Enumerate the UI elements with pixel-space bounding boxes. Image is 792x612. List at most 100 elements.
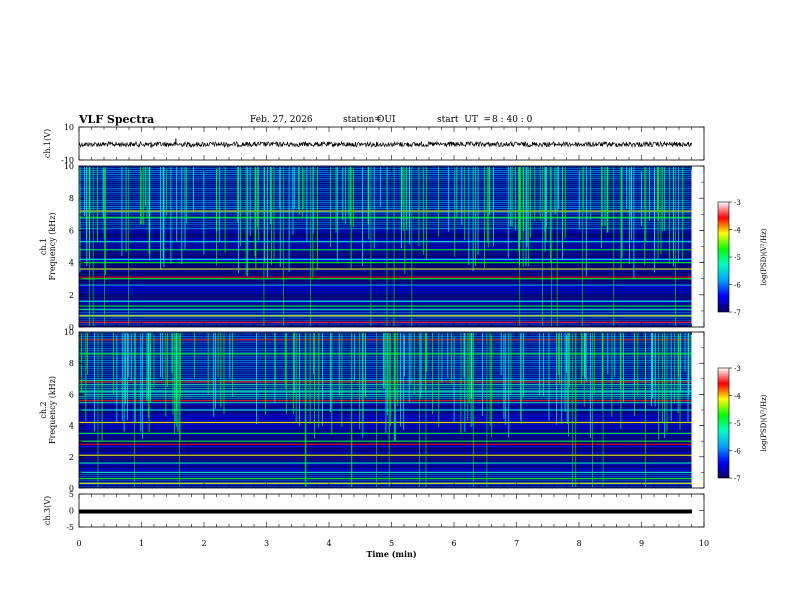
ch3-waveform-panel bbox=[78, 493, 705, 528]
spec-row bbox=[79, 266, 692, 268]
spec-band-12 bbox=[79, 241, 692, 243]
spec-band-7 bbox=[79, 276, 692, 278]
colorbar-tick-label-2-4: -7 bbox=[734, 475, 741, 483]
colorbar-label-2: log(PSD)(V²/Hz) bbox=[760, 394, 768, 451]
spec-row bbox=[79, 172, 692, 174]
spec-row bbox=[79, 360, 692, 362]
x-tick-label-5: 5 bbox=[389, 539, 394, 548]
spec-row bbox=[79, 380, 692, 382]
spec-row bbox=[79, 370, 692, 372]
spec-row bbox=[79, 372, 692, 374]
spec-row bbox=[79, 226, 692, 228]
spec-row bbox=[79, 176, 692, 178]
spec-row bbox=[79, 300, 692, 302]
spec-row bbox=[79, 280, 692, 282]
ch3-waveform-line bbox=[79, 509, 692, 514]
spec-row bbox=[79, 340, 692, 342]
y-tick-label-2-1: 2 bbox=[69, 453, 74, 462]
spec-row bbox=[79, 238, 692, 240]
colorbar-label-1: log(PSD)(V²/Hz) bbox=[760, 228, 768, 285]
figure-title: VLF Spectra bbox=[79, 113, 155, 126]
spec-row bbox=[79, 270, 692, 272]
spec-row bbox=[79, 242, 692, 244]
spec-row bbox=[79, 402, 692, 404]
spec-row bbox=[79, 202, 692, 204]
spec-row bbox=[79, 288, 692, 290]
colorbar-tick-label-1-1: -4 bbox=[734, 227, 741, 235]
spec-row bbox=[79, 320, 692, 322]
ch1-waveform-line bbox=[78, 140, 692, 149]
spec-band-6 bbox=[79, 278, 692, 280]
spec-band-4 bbox=[79, 454, 692, 456]
y-tick-label-1-5: 10 bbox=[64, 162, 74, 171]
spec-row bbox=[79, 310, 692, 312]
spec-row bbox=[79, 458, 692, 460]
spec-row bbox=[79, 334, 692, 336]
spec-band-11 bbox=[79, 390, 692, 392]
y-tick-label-1-2: 4 bbox=[69, 259, 74, 268]
spec-row bbox=[79, 386, 692, 388]
spec-row bbox=[79, 240, 692, 242]
spec-band-0 bbox=[79, 482, 692, 484]
y-tick-label-1-3: 6 bbox=[69, 226, 74, 235]
spec-row bbox=[79, 308, 692, 310]
spec-row bbox=[79, 356, 692, 358]
spec-row bbox=[79, 236, 692, 238]
spec-row bbox=[79, 178, 692, 180]
spec-row bbox=[79, 290, 692, 292]
spec-row bbox=[79, 390, 692, 392]
spec-row bbox=[79, 408, 692, 410]
spec-row bbox=[79, 342, 692, 344]
spec-row bbox=[79, 206, 692, 208]
x-tick-label-2: 2 bbox=[201, 539, 206, 548]
spec-row bbox=[79, 338, 692, 340]
spec-row bbox=[79, 196, 692, 198]
spec-band-5 bbox=[79, 284, 692, 286]
spec-row bbox=[79, 354, 692, 356]
spec-row bbox=[79, 450, 692, 452]
spec-row bbox=[79, 296, 692, 298]
spec-row bbox=[79, 222, 692, 224]
colorbar-tick-label-1-2: -5 bbox=[734, 254, 741, 262]
spec-row bbox=[79, 312, 692, 314]
spec-row bbox=[79, 346, 692, 348]
spec-row bbox=[79, 446, 692, 448]
spec-row bbox=[79, 436, 692, 438]
spec-row bbox=[79, 432, 692, 434]
spec-band-11 bbox=[79, 249, 692, 251]
spec-row bbox=[79, 376, 692, 378]
spec-row bbox=[79, 314, 692, 316]
spec-row bbox=[79, 260, 692, 262]
spec-row bbox=[79, 274, 692, 276]
spec-row bbox=[79, 460, 692, 462]
spec-row bbox=[79, 246, 692, 248]
spec-row bbox=[79, 318, 692, 320]
spec-row bbox=[79, 208, 692, 210]
spec-row bbox=[79, 482, 692, 484]
x-tick-label-8: 8 bbox=[576, 539, 581, 548]
spec-band-3 bbox=[79, 305, 692, 307]
spec-band-1 bbox=[79, 478, 692, 480]
spec-row bbox=[79, 470, 692, 472]
spec-row bbox=[79, 286, 692, 288]
spec-row bbox=[79, 484, 692, 486]
start-time: 8 : 40 : 0 bbox=[492, 115, 533, 125]
spec-band-3 bbox=[79, 462, 692, 464]
spec-row bbox=[79, 392, 692, 394]
y-tick-label-1-4: 8 bbox=[69, 194, 74, 203]
spec-row bbox=[79, 344, 692, 346]
spec-row bbox=[79, 456, 692, 458]
spec-row bbox=[79, 282, 692, 284]
spec-row bbox=[79, 174, 692, 176]
spec-row bbox=[79, 362, 692, 364]
spec-row bbox=[79, 264, 692, 266]
spec-band-9 bbox=[79, 409, 692, 411]
spec-band-2 bbox=[79, 308, 692, 310]
spec-row bbox=[79, 486, 692, 488]
spec-row bbox=[79, 414, 692, 416]
spec-row bbox=[79, 452, 692, 454]
colorbar-tick-label-1-4: -7 bbox=[734, 309, 741, 317]
spec-row bbox=[79, 332, 692, 334]
